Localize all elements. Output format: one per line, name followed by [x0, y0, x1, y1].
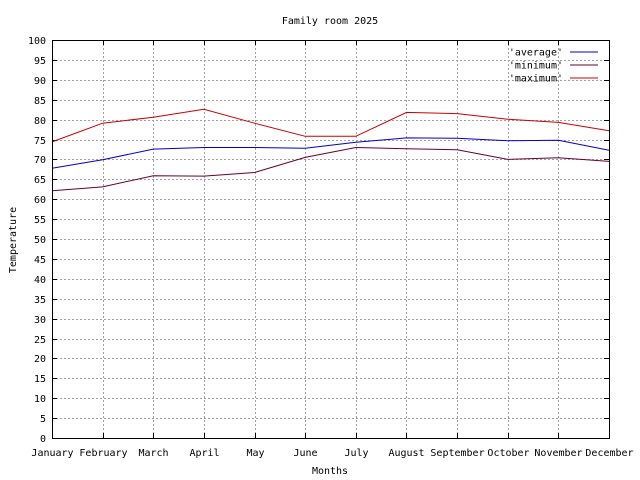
y-tick-label: 35 [34, 295, 46, 306]
series-line [51, 146, 610, 192]
chart-title: Family room 2025 [282, 16, 378, 27]
x-tick-label: April [189, 448, 219, 459]
legend-label: 'average' [509, 48, 563, 59]
legend: 'average' 'minimum' 'maximum' [509, 48, 598, 85]
y-tick-label: 60 [34, 195, 46, 206]
x-axis: January February March April May June July Augu… [31, 40, 634, 459]
y-tick-label: 20 [34, 354, 46, 365]
y-axis-label: Temperature [8, 207, 19, 273]
y-tick-label: 5 [40, 414, 46, 425]
series-line [51, 137, 610, 169]
y-tick-label: 80 [34, 116, 46, 127]
y-tick-label: 85 [34, 96, 46, 107]
y-tick-label: 15 [34, 374, 46, 385]
y-tick-label: 65 [34, 175, 46, 186]
y-tick-label: 90 [34, 76, 46, 87]
y-axis: 0 5 10 15 20 25 30 35 40 45 50 55 60 65 70 75 80 85 90 95 10… [28, 36, 609, 445]
y-tick-label: 25 [34, 335, 46, 346]
y-tick-label: 100 [28, 36, 46, 47]
y-tick-label: 10 [34, 394, 46, 405]
y-tick-label: 40 [34, 275, 46, 286]
x-tick-label: November [534, 448, 582, 459]
x-tick-label: May [246, 448, 264, 459]
y-tick-label: 30 [34, 315, 46, 326]
y-tick-label: 45 [34, 255, 46, 266]
grid [52, 40, 609, 438]
x-tick-label: January [31, 448, 73, 459]
series-lines [51, 108, 610, 192]
x-tick-label: September [430, 448, 484, 459]
x-tick-label: August [388, 448, 424, 459]
x-tick-label: July [344, 448, 368, 459]
x-axis-label: Months [312, 466, 348, 477]
y-tick-label: 95 [34, 56, 46, 67]
y-tick-label: 70 [34, 155, 46, 166]
legend-label: 'maximum' [509, 74, 563, 85]
x-tick-label: June [293, 448, 317, 459]
y-tick-label: 75 [34, 136, 46, 147]
series-line [51, 108, 610, 143]
x-tick-label: March [138, 448, 168, 459]
x-tick-label: February [79, 448, 127, 459]
y-tick-label: 55 [34, 215, 46, 226]
y-tick-label: 50 [34, 235, 46, 246]
plot-frame [52, 40, 610, 439]
x-tick-label: October [487, 448, 529, 459]
legend-label: 'minimum' [509, 61, 563, 72]
x-tick-label: December [585, 448, 633, 459]
y-tick-label: 0 [40, 434, 46, 445]
